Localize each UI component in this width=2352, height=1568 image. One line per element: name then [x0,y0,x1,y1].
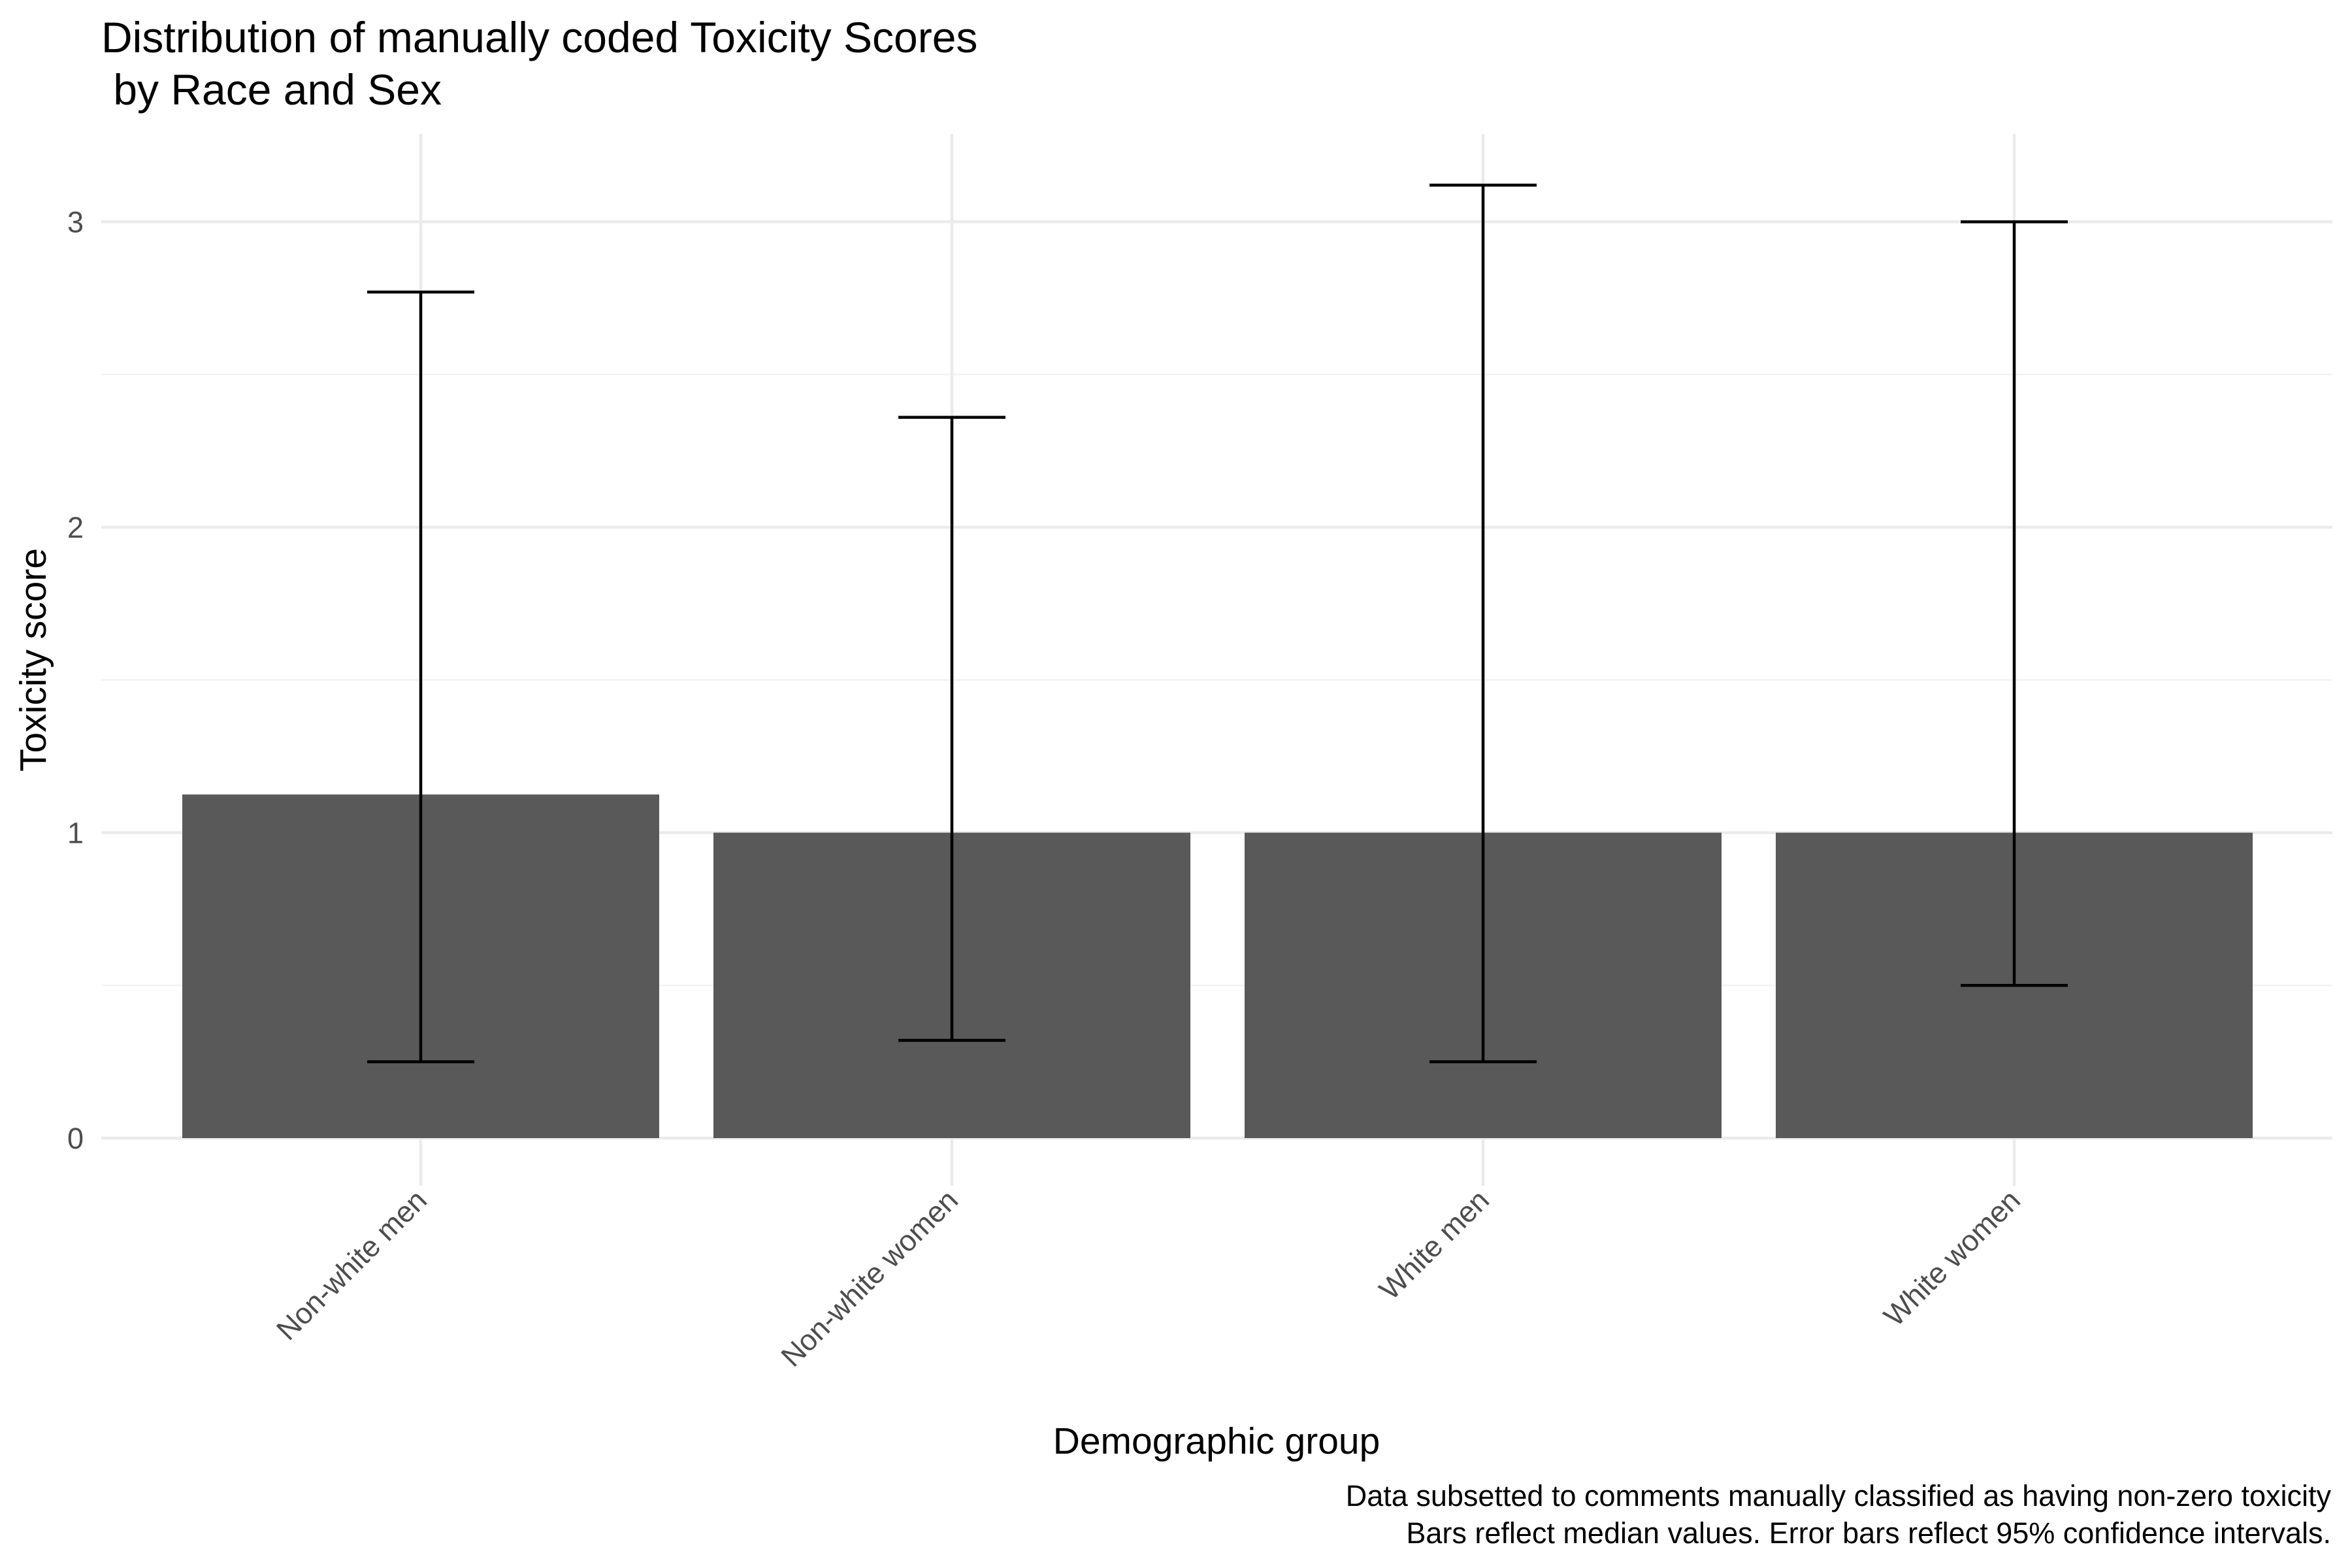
x-tick-label: Non-white men [270,1183,433,1347]
y-axis-ticks: 0 1 2 3 [67,206,84,1156]
y-tick-label: 0 [67,1122,84,1155]
y-axis-title: Toxicity score [12,548,54,772]
x-tick-label: White men [1373,1183,1495,1306]
caption-line-2: Bars reflect median values. Error bars r… [1406,1516,2331,1550]
bars-layer [182,794,2253,1138]
caption-line-1: Data subsetted to comments manually clas… [1346,1479,2332,1512]
x-axis-ticks: Non-white men Non-white women White men Whi… [270,1183,2027,1373]
chart-title-line-2: by Race and Sex [101,65,442,114]
x-tick-label: Non-white women [774,1183,964,1373]
y-tick-label: 2 [67,511,84,544]
errorbars-layer [367,184,2068,1064]
x-axis-title: Demographic group [1053,1420,1380,1462]
x-tick-label: White women [1877,1183,2027,1333]
y-tick-label: 3 [67,206,84,239]
chart-title-line-1: Distribution of manually coded Toxicity … [101,13,977,61]
y-tick-label: 1 [67,817,84,850]
